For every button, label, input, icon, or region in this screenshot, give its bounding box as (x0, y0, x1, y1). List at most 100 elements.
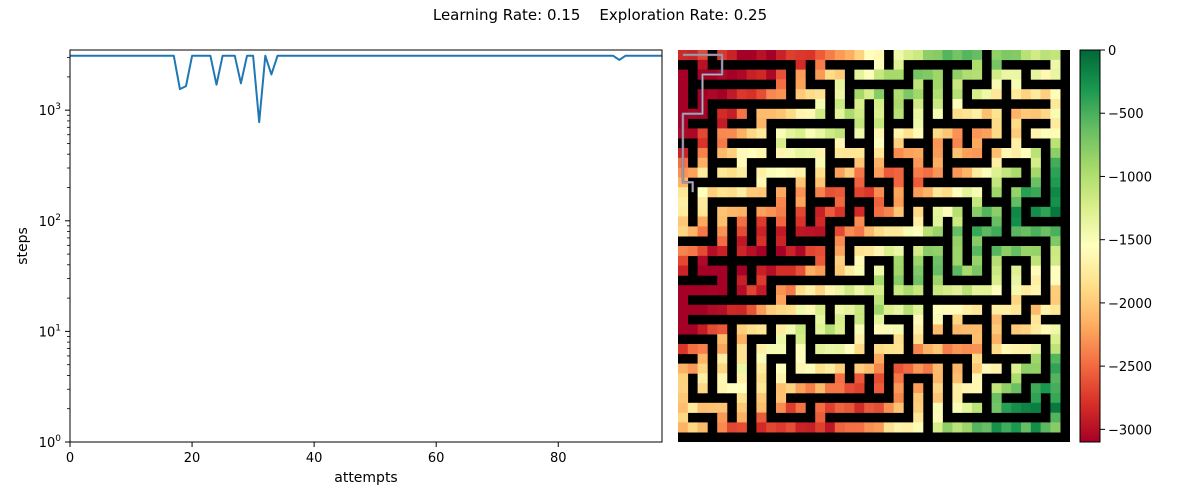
colorbar: 0 −500 −1000 −1500 −2000 −2500 −3000 (1079, 44, 1152, 443)
heatmap-cell (678, 383, 689, 394)
heatmap-cell (766, 422, 777, 433)
heatmap-cell (913, 69, 924, 80)
heatmap-cell (952, 108, 963, 119)
heatmap-cell (687, 402, 698, 413)
heatmap-cell (815, 89, 826, 100)
heatmap-cell (825, 363, 836, 374)
figure-title: Learning Rate: 0.15 Exploration Rate: 0.… (432, 6, 768, 24)
heatmap-cell (893, 138, 904, 149)
heatmap-cell (1050, 246, 1061, 257)
heatmap-cell (756, 216, 767, 227)
heatmap-cell (952, 226, 963, 237)
heatmap-cell (893, 383, 904, 394)
heatmap-cell (893, 69, 904, 80)
heatmap-cell (805, 246, 816, 257)
heatmap-cell (981, 363, 992, 374)
heatmap-cell (883, 69, 894, 80)
heatmap-cell (717, 206, 728, 217)
heatmap-cell (736, 148, 747, 159)
heatmap-cell (727, 167, 738, 178)
heatmap-cell (1050, 187, 1061, 198)
heatmap-cell (756, 108, 767, 119)
heatmap-cell (678, 226, 689, 237)
heatmap-cell (1001, 383, 1012, 394)
heatmap-cell (776, 422, 787, 433)
heatmap-cell (717, 138, 728, 149)
heatmap-cell (756, 275, 767, 286)
heatmap-cell (1001, 69, 1012, 80)
heatmap-cell (1011, 344, 1022, 355)
heatmap-cell (932, 324, 943, 335)
colorbar-tick-label: −2500 (1108, 360, 1152, 375)
heatmap-cell (678, 216, 689, 227)
heatmap-cell (776, 138, 787, 149)
heatmap-cell (697, 226, 708, 237)
heatmap-cell (1050, 226, 1061, 237)
heatmap-cell (697, 206, 708, 217)
heatmap-cell (1011, 324, 1022, 335)
heatmap-cell (707, 89, 718, 100)
heatmap-cell (972, 206, 983, 217)
heatmap-cell (1050, 363, 1061, 374)
heatmap-cell (776, 187, 787, 198)
heatmap-cell (756, 344, 767, 355)
heatmap-cell (815, 177, 826, 188)
heatmap-cell (874, 363, 885, 374)
heatmap-cell (932, 275, 943, 286)
heatmap-cell (1050, 393, 1061, 404)
heatmap-cell (854, 216, 865, 227)
heatmap-cell (815, 59, 826, 70)
heatmap-cell (756, 69, 767, 80)
heatmap-cell (1050, 118, 1061, 129)
heatmap-cell (854, 246, 865, 257)
heatmap-cell (991, 344, 1002, 355)
heatmap-cell (913, 157, 924, 168)
heatmap-cell (952, 50, 963, 61)
heatmap-cell (981, 89, 992, 100)
heatmap-cell (697, 373, 708, 384)
heatmap-cell (825, 402, 836, 413)
heatmap-cell (707, 285, 718, 296)
heatmap-cell (1011, 69, 1022, 80)
heatmap-cell (1001, 304, 1012, 315)
heatmap-cell (913, 314, 924, 325)
heatmap-cell (825, 69, 836, 80)
heatmap-cell (766, 344, 777, 355)
heatmap-cell (883, 226, 894, 237)
heatmap-cell (874, 373, 885, 384)
heatmap-cell (913, 167, 924, 178)
heatmap-cell (756, 324, 767, 335)
heatmap-cell (913, 255, 924, 266)
heatmap-cell (932, 128, 943, 139)
heatmap-cell (854, 373, 865, 384)
heatmap-cell (776, 79, 787, 90)
heatmap-cell (746, 285, 757, 296)
heatmap-cell (844, 265, 855, 276)
heatmap-cell (756, 187, 767, 198)
heatmap-cell (893, 246, 904, 257)
heatmap-cell (805, 383, 816, 394)
heatmap-cell (736, 157, 747, 168)
heatmap-cell (1011, 197, 1022, 208)
heatmap-cell (1030, 206, 1041, 217)
heatmap-cell (776, 295, 787, 306)
heatmap-cell (717, 422, 728, 433)
heatmap-cell (678, 246, 689, 257)
heatmap-cell (746, 89, 757, 100)
y-tick-label: 101 (39, 323, 61, 340)
heatmap-cell (854, 89, 865, 100)
heatmap-cell (893, 285, 904, 296)
heatmap-cell (1050, 89, 1061, 100)
heatmap-cell (972, 59, 983, 70)
heatmap-cell (864, 226, 875, 237)
heatmap-cell (785, 422, 796, 433)
heatmap-cell (1021, 187, 1032, 198)
heatmap-cell (736, 265, 747, 276)
heatmap-cell (913, 128, 924, 139)
heatmap-cell (678, 187, 689, 198)
heatmap-cell (874, 246, 885, 257)
x-axis-label: attempts (334, 470, 397, 486)
heatmap-cell (972, 108, 983, 119)
heatmap-cell (736, 226, 747, 237)
heatmap-cell (1030, 314, 1041, 325)
